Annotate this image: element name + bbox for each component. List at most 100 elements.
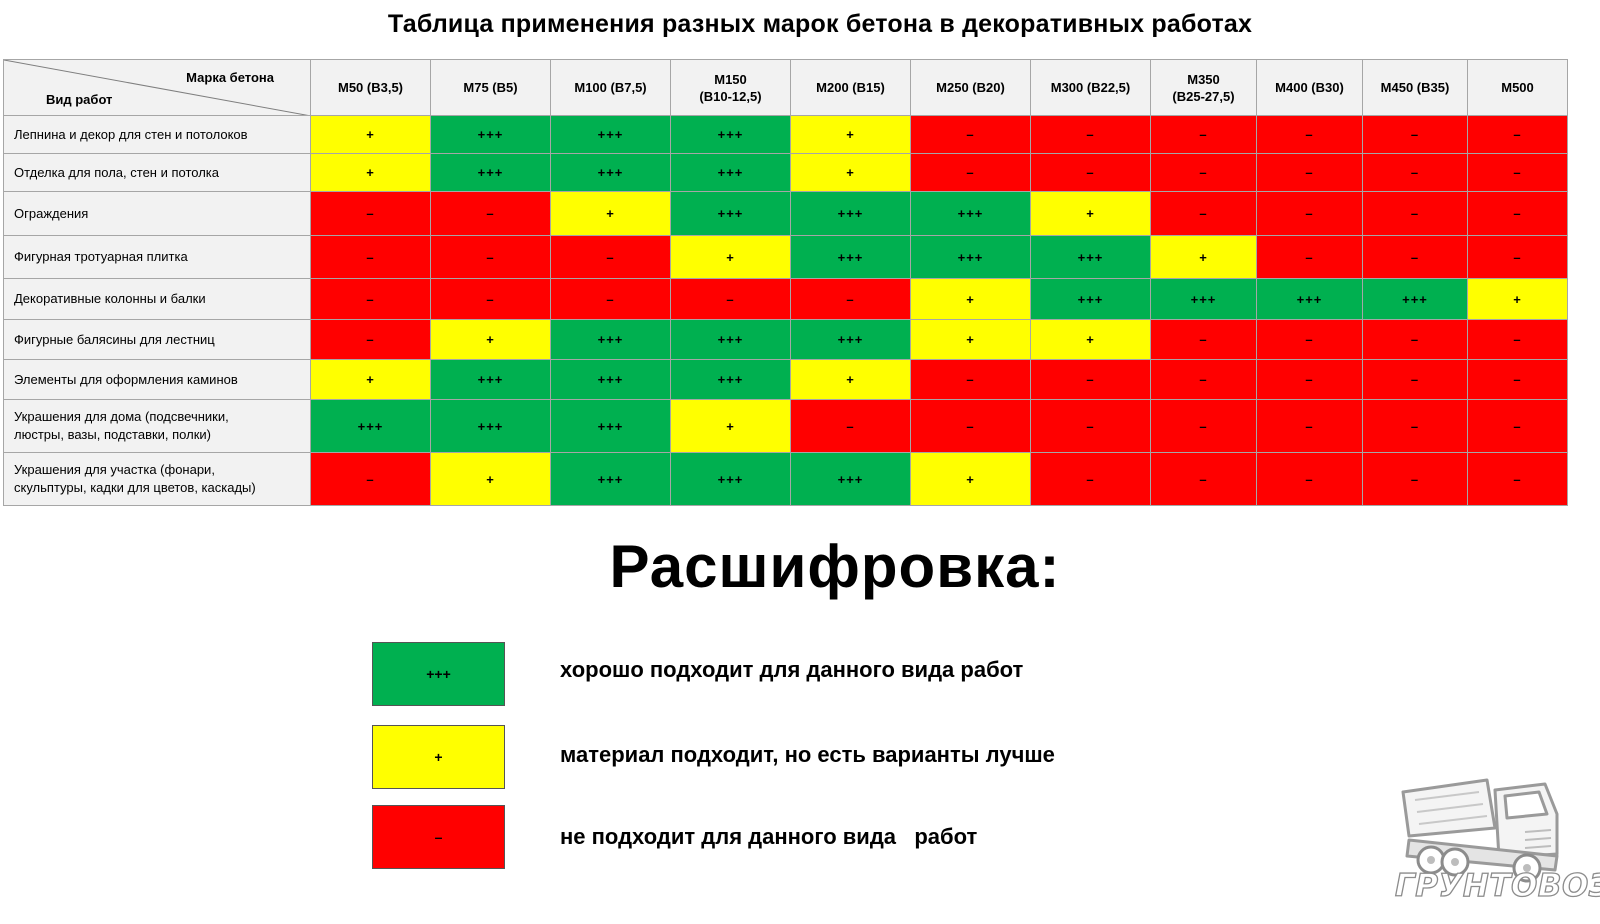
rating-cell: –: [1256, 452, 1363, 506]
legend-text-bad: не подходит для данного вида работ: [560, 824, 978, 849]
rating-cell: –: [1150, 399, 1257, 453]
rating-cell: +++: [550, 115, 671, 154]
work-type-cell: Украшения для участка (фонари, скульптуры…: [3, 452, 311, 506]
rating-cell: +++: [310, 399, 431, 453]
table-row: Лепнина и декор для стен и потолоков + +++…: [3, 115, 1568, 154]
rating-cell: +++: [1362, 278, 1468, 320]
rating-cell: –: [1030, 153, 1151, 192]
rating-cell: +: [790, 359, 911, 400]
rating-cell: –: [1362, 452, 1468, 506]
work-type-cell: Декоративные колонны и балки: [3, 278, 311, 320]
legend-text-ok: материал подходит, но есть варианты лучш…: [560, 742, 1055, 767]
rating-cell: +++: [430, 153, 551, 192]
rating-cell: –: [1467, 235, 1568, 279]
rating-cell: –: [1362, 153, 1468, 192]
column-header-label: М250 (В20): [936, 80, 1005, 95]
rating-cell: +: [310, 359, 431, 400]
column-header: М500: [1467, 59, 1568, 116]
column-header: М450 (В35): [1362, 59, 1468, 116]
rating-cell: +: [310, 153, 431, 192]
work-type-label: Фигурные балясины для лестниц: [14, 331, 215, 347]
rating-cell: +++: [910, 235, 1031, 279]
column-header-label: М50 (В3,5): [337, 80, 404, 95]
rating-cell: –: [1362, 191, 1468, 236]
rating-cell: –: [1467, 319, 1568, 360]
column-header-label: М100 (В7,5): [574, 80, 647, 95]
column-header: М50 (В3,5): [310, 59, 431, 116]
work-type-label: Украшения для участка (фонари,: [14, 462, 215, 477]
rating-cell: +++: [790, 235, 911, 279]
rating-cell: +++: [550, 452, 671, 506]
column-header: М200 (В15): [790, 59, 911, 116]
rating-cell: –: [1362, 115, 1468, 154]
rating-cell: +++: [1030, 235, 1151, 279]
work-type-label: Украшения для дома (подсвечники,: [14, 409, 229, 424]
column-header: М350 (В25-27,5): [1150, 59, 1257, 116]
rating-cell: –: [550, 235, 671, 279]
table-row: Украшения для участка (фонари, скульптуры…: [3, 452, 1568, 506]
page-title: Таблица применения разных марок бетона в…: [387, 10, 1253, 38]
column-header: М300 (В22,5): [1030, 59, 1151, 116]
rating-cell: +: [1030, 319, 1151, 360]
dump-truck-icon: [1401, 778, 1559, 883]
rating-cell: +: [790, 115, 911, 154]
rating-cell: +++: [910, 191, 1031, 236]
rating-cell: +++: [1256, 278, 1363, 320]
rating-cell: –: [790, 399, 911, 453]
rating-cell: –: [1467, 191, 1568, 236]
rating-cell: –: [1467, 153, 1568, 192]
table-row: Фигурные балясины для лестниц – + +++ +++ +++…: [3, 319, 1568, 360]
column-header: М250 (В20): [910, 59, 1031, 116]
rating-cell: –: [1362, 235, 1468, 279]
work-type-cell: Фигурная тротуарная плитка: [3, 235, 311, 279]
rating-cell: –: [1150, 319, 1257, 360]
work-type-label: Фигурная тротуарная плитка: [14, 249, 188, 264]
rating-cell: –: [1256, 115, 1363, 154]
rating-cell: +: [790, 153, 911, 192]
rating-cell: +: [910, 452, 1031, 506]
rating-cell: –: [430, 278, 551, 320]
rating-cell: +++: [550, 319, 671, 360]
column-header-label: М75 (В5): [463, 80, 518, 95]
table-row: Украшения для дома (подсвечники, люстры, …: [3, 399, 1568, 453]
rating-cell: –: [1467, 399, 1568, 453]
rating-cell: –: [550, 278, 671, 320]
rating-cell: +++: [790, 319, 911, 360]
rating-cell: –: [910, 115, 1031, 154]
rating-cell: –: [1467, 452, 1568, 506]
column-header: М100 (В7,5): [550, 59, 671, 116]
column-header-label: М350: [1187, 71, 1220, 87]
rating-cell: –: [430, 235, 551, 279]
rating-cell: –: [1256, 399, 1363, 453]
rating-cell: +++: [670, 153, 791, 192]
legend-text-good: хорошо подходит для данного вида работ: [560, 657, 1024, 682]
rating-cell: –: [1150, 191, 1257, 236]
legend-swatch-ok: +: [372, 725, 505, 789]
rating-cell: +++: [670, 115, 791, 154]
column-header-label: М300 (В22,5): [1050, 80, 1131, 95]
rating-cell: –: [310, 319, 431, 360]
rating-cell: +++: [790, 452, 911, 506]
column-header: М400 (В30): [1256, 59, 1363, 116]
table-row: Декоративные колонны и балки – – – – – + +++ +++…: [3, 278, 1568, 320]
rating-cell: –: [1030, 399, 1151, 453]
work-type-label: Ограждения: [14, 205, 89, 221]
rating-cell: +: [550, 191, 671, 236]
rating-cell: +++: [670, 359, 791, 400]
rating-cell: –: [310, 278, 431, 320]
corner-label-grade: Марка бетона: [186, 70, 274, 85]
rating-cell: –: [1256, 359, 1363, 400]
legend-swatch-good: +++: [372, 642, 505, 706]
rating-cell: +: [910, 319, 1031, 360]
table-corner-header: Марка бетона Вид работ: [3, 59, 311, 116]
work-type-label: скульптуры, кадки для цветов, каскады): [14, 480, 256, 495]
rating-cell: –: [1030, 452, 1151, 506]
legend-title: Расшифровка:: [609, 533, 1061, 600]
column-header-label: М150: [714, 71, 747, 87]
column-header-label: М500: [1501, 80, 1534, 95]
column-header-label: М200 (В15): [816, 80, 885, 95]
rating-cell: –: [1030, 115, 1151, 154]
work-type-cell: Ограждения: [3, 191, 311, 236]
rating-cell: +: [430, 452, 551, 506]
column-header: М150 (В10-12,5): [670, 59, 791, 116]
